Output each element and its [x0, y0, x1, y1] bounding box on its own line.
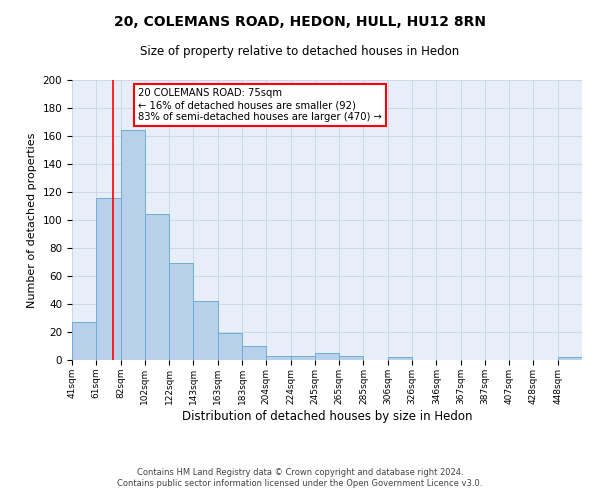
Bar: [266, 356, 290, 360]
Bar: [242, 346, 266, 360]
Text: Contains HM Land Registry data © Crown copyright and database right 2024.
Contai: Contains HM Land Registry data © Crown c…: [118, 468, 482, 487]
Text: Size of property relative to detached houses in Hedon: Size of property relative to detached ho…: [140, 45, 460, 58]
Bar: [339, 356, 364, 360]
Bar: [72, 322, 96, 360]
Text: 20 COLEMANS ROAD: 75sqm
← 16% of detached houses are smaller (92)
83% of semi-de: 20 COLEMANS ROAD: 75sqm ← 16% of detache…: [139, 88, 382, 122]
Bar: [388, 357, 412, 360]
Bar: [218, 334, 242, 360]
Bar: [193, 301, 218, 360]
Bar: [121, 130, 145, 360]
Bar: [169, 264, 193, 360]
Bar: [315, 353, 339, 360]
Bar: [558, 357, 582, 360]
Text: 20, COLEMANS ROAD, HEDON, HULL, HU12 8RN: 20, COLEMANS ROAD, HEDON, HULL, HU12 8RN: [114, 15, 486, 29]
Bar: [290, 356, 315, 360]
Y-axis label: Number of detached properties: Number of detached properties: [27, 132, 37, 308]
Bar: [145, 214, 169, 360]
X-axis label: Distribution of detached houses by size in Hedon: Distribution of detached houses by size …: [182, 410, 472, 422]
Bar: [96, 198, 121, 360]
